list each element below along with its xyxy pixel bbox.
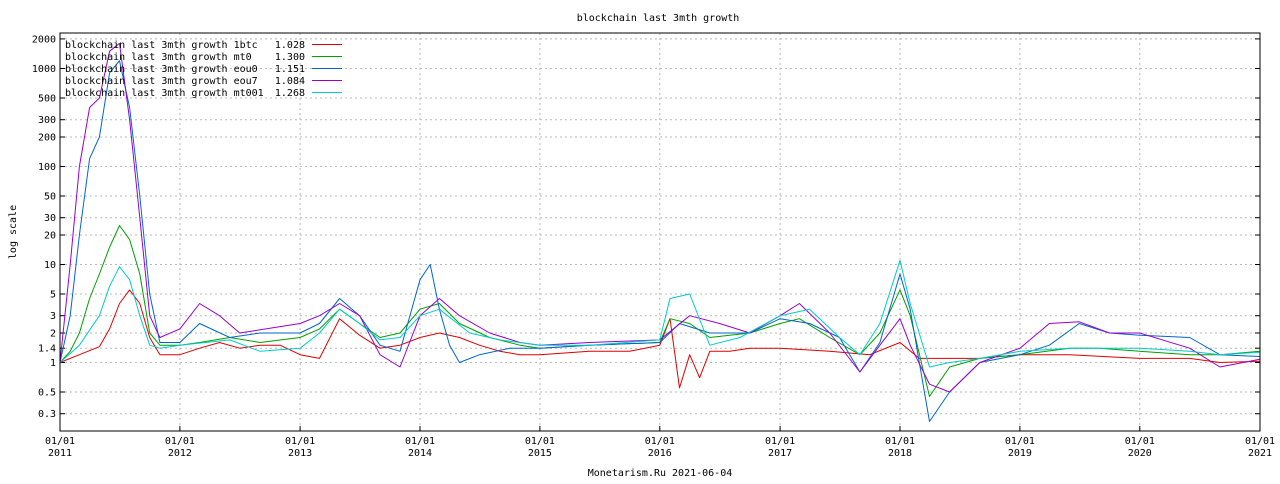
x-tick-label: 01/01	[285, 436, 315, 447]
x-tick-year-label: 2019	[1008, 448, 1032, 459]
y-tick-label: 5	[50, 290, 56, 301]
legend-entry-name: blockchain last 3mth growth eou7	[65, 76, 258, 87]
x-tick-label: 01/01	[45, 436, 75, 447]
series-line-3	[59, 42, 1261, 393]
y-tick-label: 0.5	[38, 388, 56, 399]
y-tick-label: 10	[44, 260, 56, 271]
y-tick-label: 3	[50, 311, 56, 322]
x-tick-label: 01/01	[1125, 436, 1155, 447]
legend-entry-value: 1.028	[275, 40, 305, 51]
legend-entry-value: 1.268	[275, 88, 305, 99]
x-tick-year-label: 2018	[888, 448, 912, 459]
y-tick-label: 2	[50, 329, 56, 340]
footer-credit: Monetarism.Ru 2021-06-04	[588, 468, 733, 479]
x-tick-label: 01/01	[405, 436, 435, 447]
legend-entry-value: 1.151	[275, 64, 305, 75]
x-tick-label: 01/01	[165, 436, 195, 447]
x-tick-year-label: 2015	[528, 448, 552, 459]
legend-entry-name: blockchain last 3mth growth eou0	[65, 64, 258, 75]
x-tick-label: 01/01	[645, 436, 675, 447]
y-tick-label: 20	[44, 231, 56, 242]
x-tick-label: 01/01	[765, 436, 795, 447]
y-tick-label: 300	[38, 115, 56, 126]
y-tick-label: 30	[44, 213, 56, 224]
legend-entry-name: blockchain last 3mth growth 1btc	[65, 40, 258, 51]
y-tick-label: 1	[50, 358, 56, 369]
y-tick-label: 2000	[32, 34, 56, 45]
y-tick-label: 100	[38, 162, 56, 173]
legend: blockchain last 3mth growth 1btc 1.028 blo…	[65, 40, 342, 99]
legend-entry-name: blockchain last 3mth growth mt001	[65, 88, 264, 99]
x-tick-label: 01/01	[1005, 436, 1035, 447]
plot-frame	[59, 32, 1261, 432]
series-line-0	[59, 289, 1261, 389]
x-tick-year-label: 2020	[1128, 448, 1152, 459]
x-tick-label: 01/01	[525, 436, 555, 447]
y-tick-label: 1.4	[38, 344, 56, 355]
y-tick-label: 0.3	[38, 409, 56, 420]
x-tick-label: 01/01	[885, 436, 915, 447]
y-axis-label: log scale	[8, 205, 19, 259]
legend-entry-value: 1.300	[275, 52, 305, 63]
x-tick-year-label: 2013	[288, 448, 312, 459]
series-line-1	[59, 225, 1261, 397]
x-tick-year-label: 2016	[648, 448, 672, 459]
y-tick-label: 500	[38, 94, 56, 105]
series-line-4	[59, 259, 1261, 368]
x-tick-year-label: 2011	[48, 448, 72, 459]
x-tick-year-label: 2012	[168, 448, 192, 459]
y-tick-label: 1000	[32, 64, 56, 75]
x-tick-year-label: 2014	[408, 448, 432, 459]
x-tick-year-label: 2021	[1248, 448, 1272, 459]
legend-entry-value: 1.084	[275, 76, 305, 87]
y-tick-label: 200	[38, 133, 56, 144]
x-tick-year-label: 2017	[768, 448, 792, 459]
tick-labels: 0.3 0.5 1 1.4 2 3 5 10 20 30 50 100 200 300 500 1000 200…	[32, 34, 1275, 459]
x-tick-label: 01/01	[1245, 436, 1275, 447]
y-tick-label: 50	[44, 192, 56, 203]
legend-entry-name: blockchain last 3mth growth mt0	[65, 52, 252, 63]
chart-title: blockchain last 3mth growth	[577, 13, 740, 24]
series-layer	[59, 42, 1261, 422]
